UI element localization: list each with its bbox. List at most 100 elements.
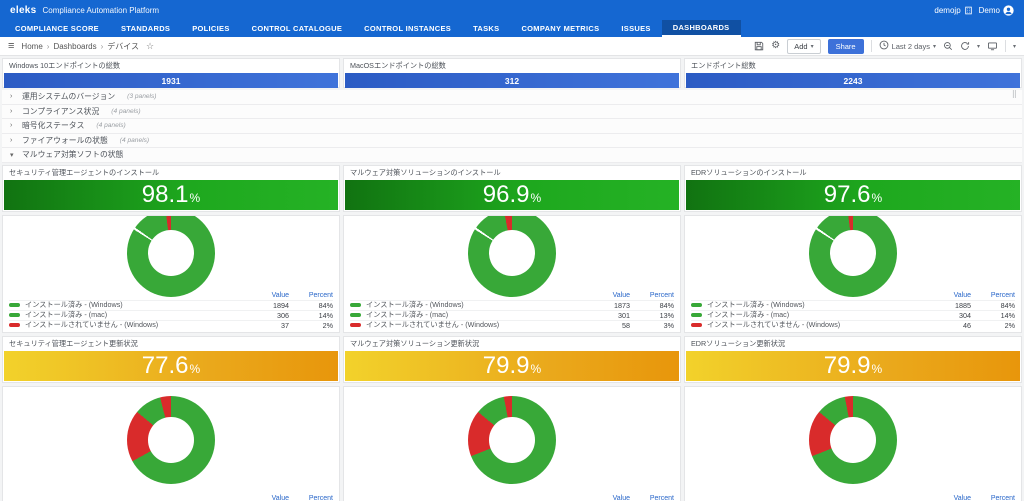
gauge-panel[interactable]: EDRソリューションのインストール 97.6 % (684, 164, 1022, 212)
legend-header-value[interactable]: Value (612, 494, 630, 501)
legend-header-percent[interactable]: Percent (990, 494, 1015, 501)
legend-row[interactable]: インストール済み - (mac) 306 14% (9, 309, 333, 320)
legend-header-value[interactable]: Value (953, 291, 971, 299)
add-button[interactable]: Add ▾ (787, 38, 821, 54)
share-button[interactable]: Share (827, 38, 864, 54)
donut-hole (148, 417, 194, 463)
nav-dashboards[interactable]: DASHBOARDS (661, 20, 741, 37)
breadcrumb-home[interactable]: Home (21, 41, 43, 51)
donut-chart[interactable] (127, 215, 215, 297)
legend-row[interactable]: インストール済み - (Windows) 1894 84% (9, 299, 333, 310)
panel-title: マルウェア対策ソリューション更新状況 (350, 338, 480, 348)
legend-row[interactable]: インストール済み - (mac) 304 14% (691, 309, 1015, 320)
series-percent: 2% (322, 320, 333, 330)
series-value: 304 (959, 310, 971, 320)
pie-panel[interactable]: Value Percent 最新バージョン - (Windows)147767%… (2, 385, 340, 501)
nav-control-catalogue[interactable]: CONTROL CATALOGUE (251, 24, 343, 33)
donut-chart[interactable] (468, 396, 556, 484)
breadcrumb-current[interactable]: デバイス (107, 41, 140, 51)
pie-panel[interactable]: Value Percent インストール済み - (Windows) 1885 84… (684, 214, 1022, 333)
legend-table: Value Percent 最新バージョン - (Windows)149369%… (344, 494, 680, 501)
series-label[interactable]: インストールされていません - (Windows) (707, 320, 841, 329)
breadcrumb-dashboards[interactable]: Dashboards (53, 41, 97, 51)
row-os-version[interactable]: › 運用システムのバージョン (3 panels) ⣿ (2, 90, 1022, 105)
legend-header-percent[interactable]: Percent (649, 494, 674, 501)
nav-standards[interactable]: STANDARDS (120, 24, 171, 33)
time-range-picker[interactable]: Last 2 days ▾ (879, 40, 936, 52)
zoom-out-time-icon[interactable] (943, 41, 953, 51)
legend-header-percent[interactable]: Percent (308, 291, 333, 299)
nav-tasks[interactable]: TASKS (473, 24, 500, 33)
favorite-star-icon[interactable]: ☆ (146, 40, 155, 51)
save-dashboard-icon[interactable] (754, 41, 764, 51)
nav-control-instances[interactable]: CONTROL INSTANCES (364, 24, 452, 33)
legend-header-value[interactable]: Value (612, 291, 630, 299)
row-antimalware-status[interactable]: ▾ マルウェア対策ソフトの状態 (2, 148, 1022, 163)
series-label[interactable]: インストール済み - (mac) (25, 310, 108, 319)
refresh-interval-chevron-icon[interactable]: ▾ (976, 43, 980, 50)
series-value: 37 (281, 320, 289, 330)
donut-chart[interactable] (127, 396, 215, 484)
row-firewall-status[interactable]: › ファイアウォールの状態 (4 panels) (2, 133, 1022, 148)
gauge-bar: 79.9 % (686, 350, 1020, 381)
series-label[interactable]: インストール済み - (mac) (707, 310, 790, 319)
legend-row[interactable]: インストールされていません - (Windows) 37 2% (9, 319, 333, 330)
toolbar-collapse-chevron-icon[interactable]: ▾ (1012, 43, 1016, 50)
gauge-panel[interactable]: マルウェア対策ソリューションのインストール 96.9 % (343, 164, 681, 212)
row-list: › 運用システムのバージョン (3 panels) ⣿ › コンプライアンス状況… (2, 90, 1022, 163)
gauge-panel[interactable]: セキュリティ管理エージェントのインストール 98.1 % (2, 164, 340, 212)
legend-header-value[interactable]: Value (953, 494, 971, 501)
series-label[interactable]: インストール済み - (mac) (366, 310, 449, 319)
legend-table: Value Percent 最新バージョン - (Windows)147767%… (3, 494, 339, 501)
row-compliance-status[interactable]: › コンプライアンス状況 (4 panels) (2, 104, 1022, 119)
stat-panel-total[interactable]: エンドポイント総数 2243 (684, 58, 1022, 88)
refresh-icon[interactable] (960, 41, 970, 51)
series-label[interactable]: インストールされていません - (Windows) (366, 320, 500, 329)
menu-icon[interactable]: ≡ (8, 39, 15, 52)
pie-panel[interactable]: Value Percent 最新バージョン - (Windows)149369%… (343, 385, 681, 501)
donut-chart[interactable] (809, 396, 897, 484)
series-color-chip (350, 323, 361, 327)
row-encryption-status[interactable]: › 暗号化ステータス (4 panels) (2, 119, 1022, 134)
legend-row[interactable]: インストール済み - (Windows) 1885 84% (691, 299, 1015, 310)
stat-panel-windows10[interactable]: Windows 10エンドポイントの総数 1931 (2, 58, 340, 88)
legend-row[interactable]: インストールされていません - (Windows) 46 2% (691, 319, 1015, 330)
donut-chart[interactable] (468, 215, 556, 297)
pie-panel[interactable]: Value Percent インストール済み - (Windows) 1873 84… (343, 214, 681, 333)
series-color-chip (691, 313, 702, 317)
pie-panel[interactable]: Value Percent 最新バージョン - (Windows)150869%… (684, 385, 1022, 501)
legend-header-percent[interactable]: Percent (990, 291, 1015, 299)
legend-header-percent[interactable]: Percent (649, 291, 674, 299)
nav-policies[interactable]: POLICIES (192, 24, 230, 33)
legend-row[interactable]: インストール済み - (mac) 301 13% (350, 309, 674, 320)
series-label[interactable]: インストール済み - (Windows) (25, 300, 123, 309)
donut-chart[interactable] (809, 215, 897, 297)
user-menu[interactable]: Demo (979, 4, 1014, 16)
legend-header-value[interactable]: Value (271, 291, 289, 299)
gauge-value: 98.1 (141, 180, 189, 208)
dashboard-settings-icon[interactable]: ⚙ (771, 40, 781, 51)
org-switcher[interactable]: demojp (934, 6, 972, 15)
drag-grip-icon[interactable]: ⣿ (1011, 91, 1017, 98)
nav-issues[interactable]: ISSUES (621, 24, 651, 33)
donut-area (344, 387, 680, 494)
donut-area (3, 387, 339, 494)
legend-row[interactable]: インストール済み - (Windows) 1873 84% (350, 299, 674, 310)
legend-header-value[interactable]: Value (271, 494, 289, 501)
legend-row[interactable]: インストールされていません - (Windows) 58 3% (350, 319, 674, 330)
series-label[interactable]: インストールされていません - (Windows) (25, 320, 159, 329)
stat-panel-macos[interactable]: MacOSエンドポイントの総数 312 (343, 58, 681, 88)
nav-company-metrics[interactable]: COMPANY METRICS (521, 24, 600, 33)
series-label[interactable]: インストール済み - (Windows) (366, 300, 464, 309)
series-label[interactable]: インストール済み - (Windows) (707, 300, 805, 309)
legend-header-percent[interactable]: Percent (308, 494, 333, 501)
gauge-panel[interactable]: セキュリティ管理エージェント更新状況 77.6 % (2, 335, 340, 383)
breadcrumb: Home › Dashboards › デバイス (21, 41, 139, 52)
gauge-percent-sign: % (871, 190, 883, 205)
legend-table: Value Percent インストール済み - (Windows) 1894 84… (3, 291, 339, 332)
pie-panel[interactable]: Value Percent インストール済み - (Windows) 1894 84… (2, 214, 340, 333)
gauge-panel[interactable]: マルウェア対策ソリューション更新状況 79.9 % (343, 335, 681, 383)
tv-mode-icon[interactable] (987, 41, 998, 51)
gauge-panel[interactable]: EDRソリューション更新状況 79.9 % (684, 335, 1022, 383)
nav-compliance-score[interactable]: COMPLIANCE SCORE (15, 24, 99, 33)
